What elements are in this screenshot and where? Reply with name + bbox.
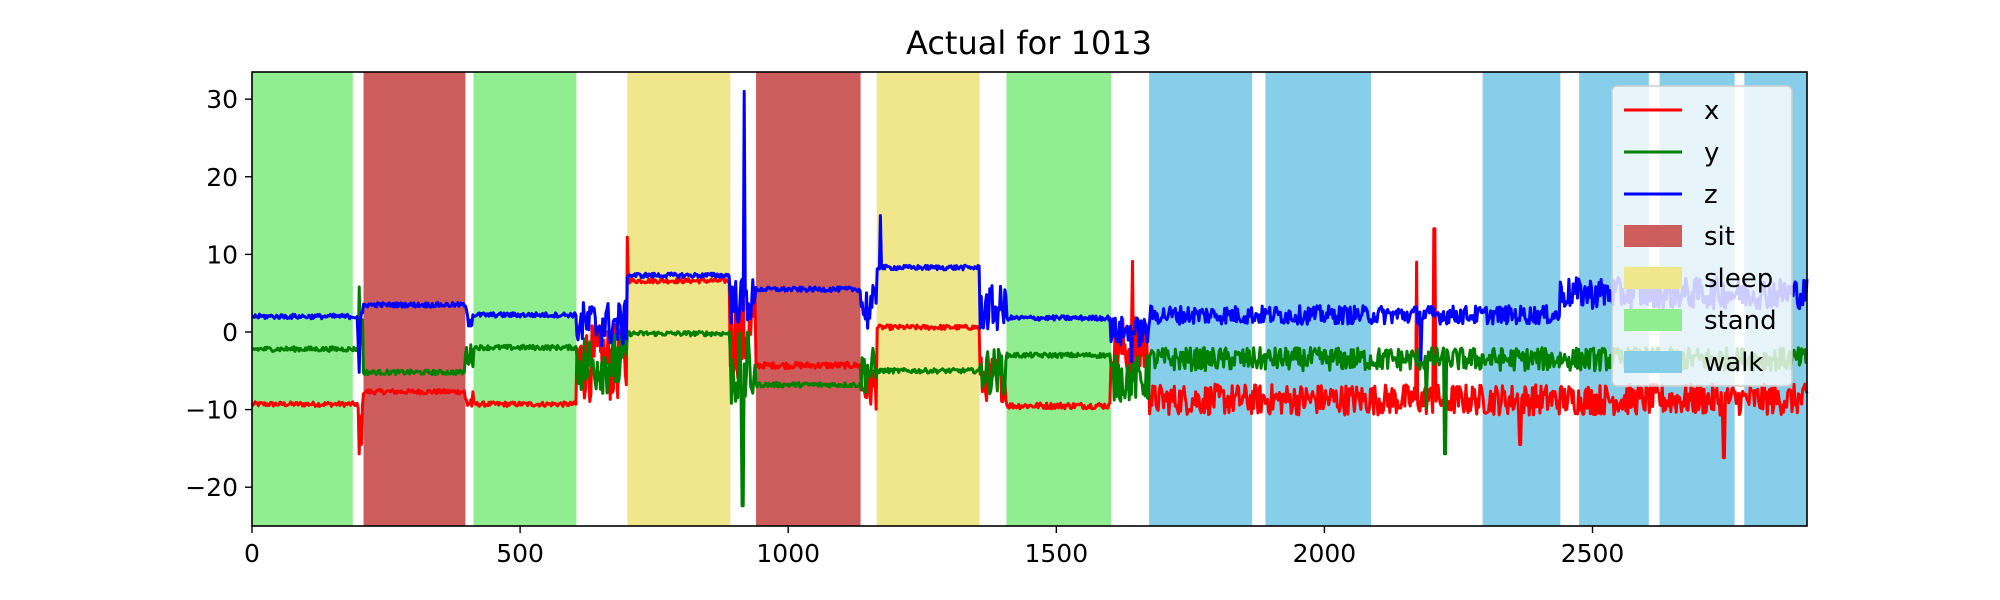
legend-label-walk: walk — [1704, 348, 1763, 378]
legend-swatch-walk — [1624, 351, 1682, 373]
x-tick-label: 1500 — [1024, 539, 1088, 568]
x-tick-label: 1000 — [756, 539, 820, 568]
legend-label-z: z — [1704, 180, 1718, 210]
x-tick-label: 2500 — [1561, 539, 1625, 568]
activity-span-sleep — [627, 72, 731, 526]
activity-span-stand — [1006, 72, 1112, 526]
activity-spans — [252, 72, 1807, 526]
activity-span-sleep — [876, 72, 980, 526]
legend-label-sleep: sleep — [1704, 264, 1773, 294]
y-tick-label: −20 — [185, 473, 238, 502]
y-tick-label: 20 — [206, 163, 238, 192]
activity-span-walk — [1265, 72, 1372, 526]
x-axis: 0 500 1000 1500 2000 2500 — [244, 526, 1624, 568]
legend-swatch-sit — [1624, 225, 1682, 247]
activity-span-walk — [1149, 72, 1253, 526]
series-lines — [250, 89, 1809, 508]
activity-span-sit — [756, 72, 861, 526]
activity-span-sit — [363, 72, 466, 526]
activity-span-walk — [1482, 72, 1561, 526]
legend-label-y: y — [1704, 138, 1719, 168]
activity-span-stand — [252, 72, 353, 526]
x-tick-label: 2000 — [1293, 539, 1357, 568]
legend-label-sit: sit — [1704, 222, 1735, 252]
series-line-z — [251, 89, 1809, 374]
x-tick-label: 0 — [244, 539, 260, 568]
y-tick-label: 10 — [206, 240, 238, 269]
y-tick-label: 0 — [222, 318, 238, 347]
x-tick-label: 500 — [496, 539, 544, 568]
legend-label-stand: stand — [1704, 306, 1777, 336]
series-line-x — [250, 227, 1809, 460]
y-axis: −20 −10 0 10 20 30 — [185, 85, 252, 502]
y-tick-label: 30 — [206, 85, 238, 114]
legend-swatch-stand — [1624, 309, 1682, 331]
chart-title: Actual for 1013 — [906, 24, 1152, 62]
y-tick-label: −10 — [185, 396, 238, 425]
plot-frame — [251, 71, 1808, 527]
legend: xyz sit sleep stand walk — [1611, 85, 1793, 387]
activity-span-stand — [473, 72, 577, 526]
legend-swatch-sleep — [1624, 267, 1682, 289]
series-line-y — [251, 285, 1808, 508]
legend-label-x: x — [1704, 96, 1719, 126]
